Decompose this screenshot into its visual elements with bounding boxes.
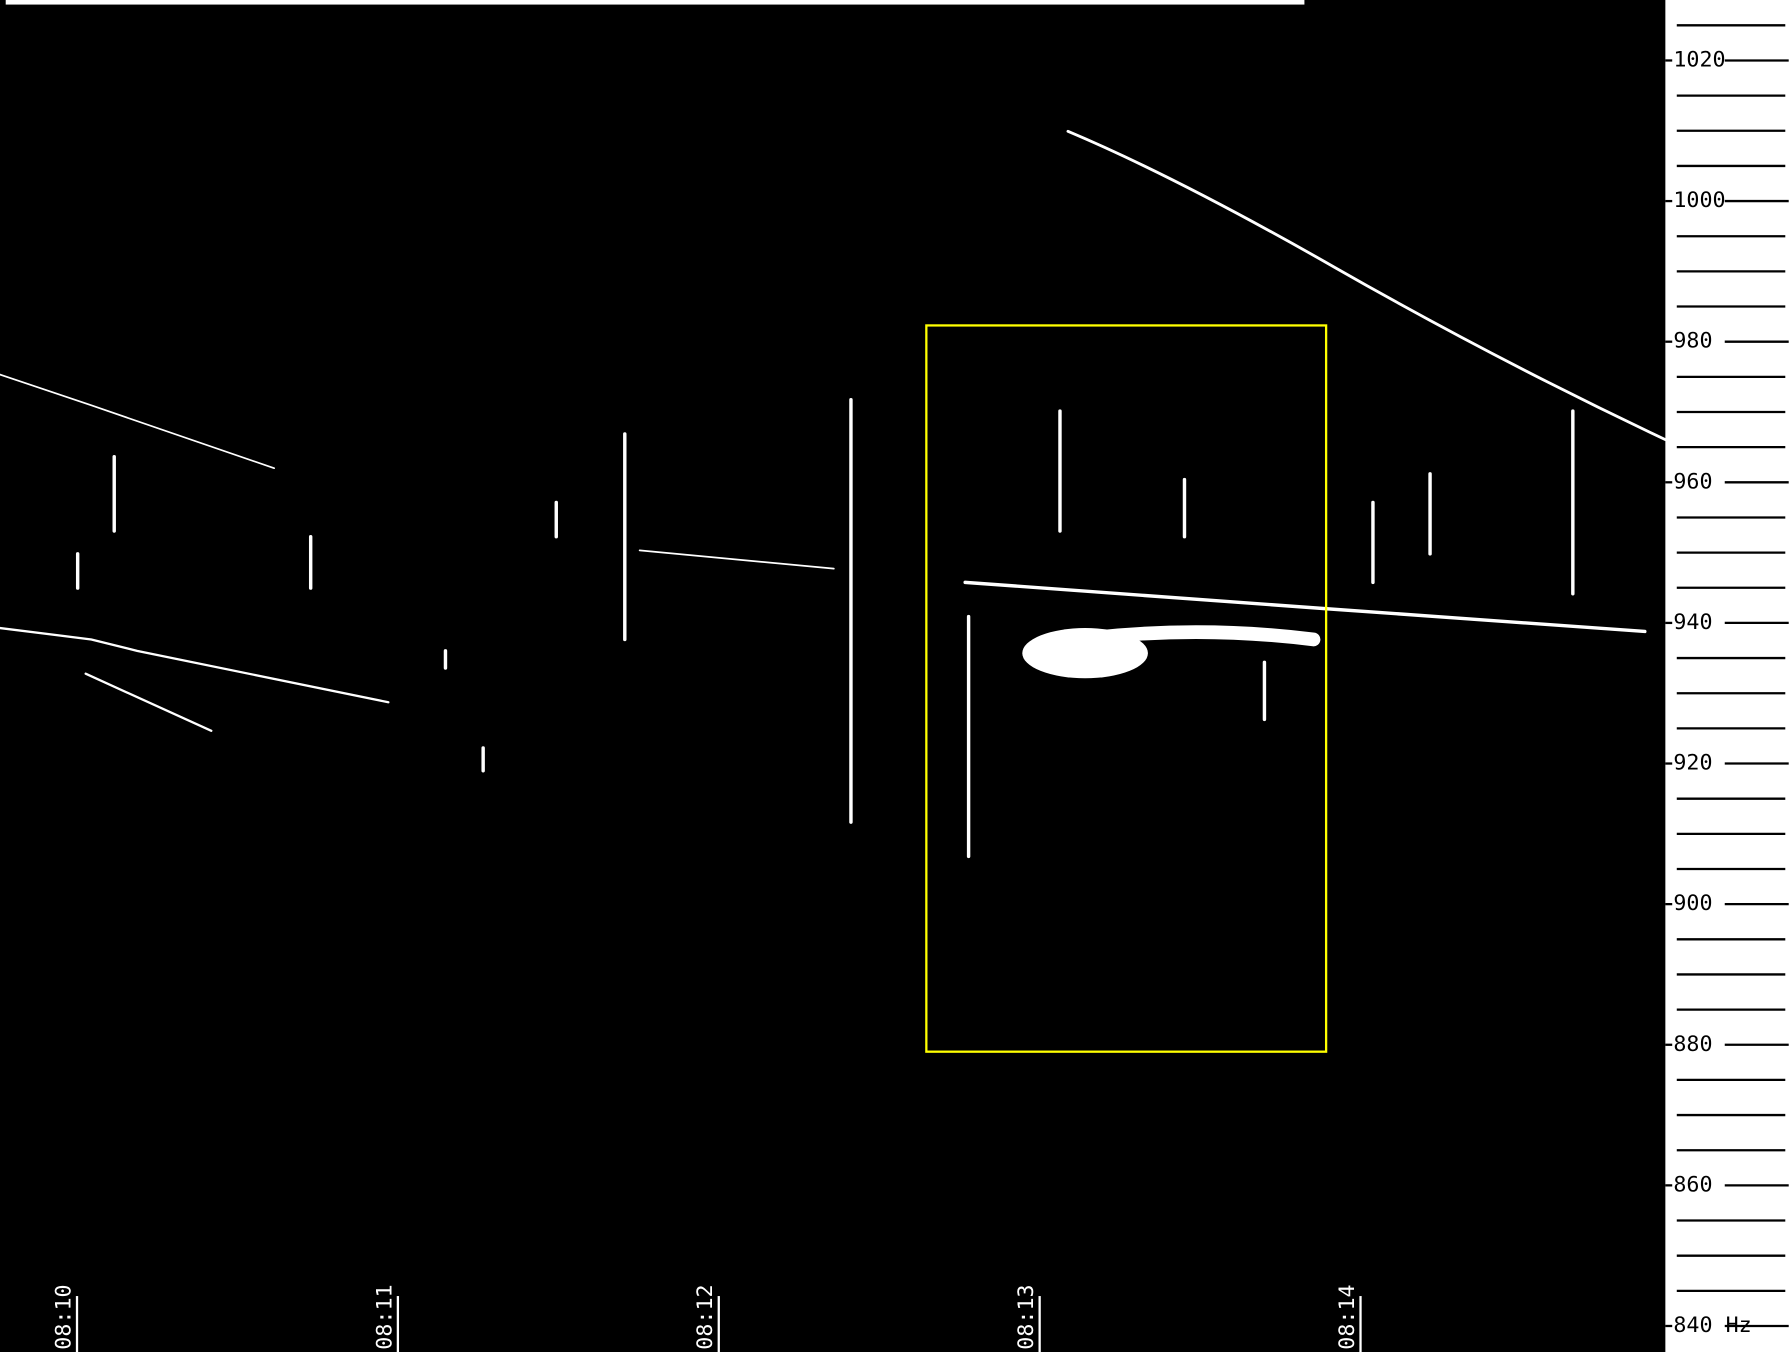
streak [75,397,1575,859]
x-tick-label: 08:12 [693,1284,718,1349]
echo-blob [1032,625,1321,653]
plot-background [0,0,1665,1352]
streak [0,626,390,704]
y-tick-label: 900 [1673,891,1712,916]
highlight-box [925,324,1328,1053]
top-bar [5,0,1305,5]
streak [0,373,275,470]
x-tick-label: 08:10 [51,1284,76,1349]
x-tick-label: 08:14 [1335,1284,1360,1349]
y-tick-label: 920 [1673,751,1712,776]
streak [1066,129,1667,442]
y-tick-label: 880 [1673,1032,1712,1057]
y-tick-label: 1000 [1673,188,1725,213]
y-tick-label: 860 [1673,1172,1712,1197]
y-tick-label: 960 [1673,469,1712,494]
y-tick-label: 840 Hz [1673,1313,1751,1338]
x-tick-label: 08:13 [1014,1284,1039,1349]
y-tick-label: 1020 [1673,47,1725,72]
axes: 840 Hz 860 880 900 920 940 960 980 1000 1020 08:10… [51,24,1789,1352]
streak [638,549,835,570]
x-tick-label: 08:11 [372,1284,397,1349]
y-tick-label: 980 [1673,329,1712,354]
streak [84,672,213,732]
y-tick-label: 940 [1673,610,1712,635]
axis-panel [1665,0,1791,1352]
